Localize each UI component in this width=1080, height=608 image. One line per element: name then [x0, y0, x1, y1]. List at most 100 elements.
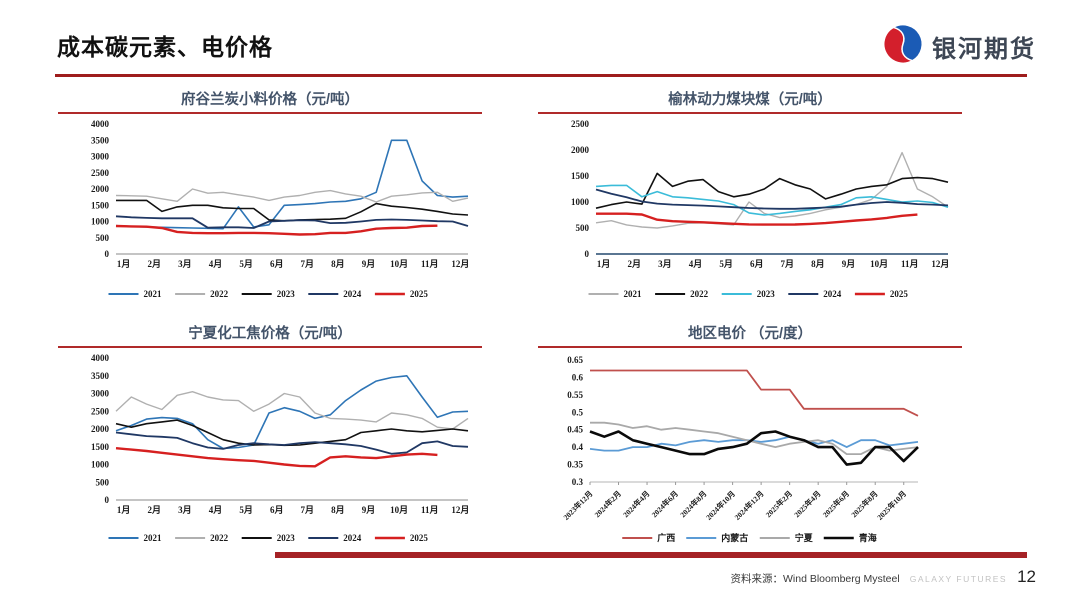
svg-text:3500: 3500: [91, 135, 110, 145]
svg-text:6月: 6月: [750, 259, 764, 269]
svg-text:8月: 8月: [811, 259, 825, 269]
svg-text:青海: 青海: [859, 532, 877, 543]
svg-text:5月: 5月: [719, 259, 733, 269]
svg-text:1500: 1500: [571, 171, 590, 181]
svg-text:2500: 2500: [571, 119, 590, 129]
galaxy-swirl-icon: [881, 22, 925, 71]
brand-watermark: GALAXY FUTURES: [909, 574, 1008, 584]
chart-panel-yulin-coal: 榆林动力煤块煤（元/吨） 0 500 1000 1500 2000 2500 1月 2月 3月 4…: [538, 88, 962, 302]
svg-text:0.4: 0.4: [572, 442, 584, 452]
svg-text:2023: 2023: [757, 289, 776, 299]
svg-text:2024年2月: 2024年2月: [592, 488, 623, 519]
svg-text:2024年4月: 2024年4月: [621, 488, 652, 519]
chart-title-ningxia: 宁夏化工焦价格（元/吨）: [58, 322, 482, 348]
svg-text:2025: 2025: [410, 533, 429, 543]
svg-text:0.35: 0.35: [567, 460, 583, 470]
title-underline-rule: [55, 74, 1027, 77]
svg-text:6月: 6月: [270, 259, 284, 269]
svg-text:2021: 2021: [144, 289, 163, 299]
svg-text:9月: 9月: [362, 259, 376, 269]
svg-text:0: 0: [105, 495, 110, 505]
svg-text:1500: 1500: [91, 200, 110, 210]
svg-text:内蒙古: 内蒙古: [721, 532, 748, 543]
svg-text:1000: 1000: [91, 217, 110, 227]
svg-text:10月: 10月: [390, 505, 408, 515]
chart-panel-regional-electricity: 地区电价 （元/度） 0.3 0.35 0.4 0.45 0.5 0.55 0.6 0.65 2…: [538, 322, 962, 546]
bottom-accent-bar: [275, 552, 1027, 558]
svg-text:0.55: 0.55: [567, 390, 583, 400]
svg-text:2025: 2025: [890, 289, 909, 299]
svg-text:500: 500: [96, 477, 110, 487]
svg-text:2月: 2月: [148, 505, 162, 515]
data-source-label: 资料来源：Wind Bloomberg Mysteel: [730, 573, 900, 585]
svg-text:11月: 11月: [901, 259, 919, 269]
svg-text:4月: 4月: [689, 259, 703, 269]
svg-text:10月: 10月: [390, 259, 408, 269]
fugu-lantan-price-chart: 0 500 1000 1500 2000 2500 3000 3500 4000 1月 2月 3月 4月…: [91, 119, 469, 299]
svg-text:2000: 2000: [571, 145, 590, 155]
svg-text:0: 0: [585, 249, 590, 259]
svg-text:2024: 2024: [343, 289, 362, 299]
svg-text:7月: 7月: [301, 505, 315, 515]
svg-text:2024: 2024: [823, 289, 842, 299]
svg-text:2025年10月: 2025年10月: [875, 488, 909, 522]
svg-text:2023: 2023: [277, 289, 296, 299]
svg-text:2025年4月: 2025年4月: [792, 488, 823, 519]
svg-text:2021: 2021: [624, 289, 643, 299]
svg-text:2月: 2月: [628, 259, 642, 269]
svg-text:11月: 11月: [421, 259, 439, 269]
svg-text:2023: 2023: [277, 533, 296, 543]
svg-text:500: 500: [96, 233, 110, 243]
svg-text:5月: 5月: [239, 259, 253, 269]
svg-text:2000: 2000: [91, 184, 110, 194]
svg-text:4000: 4000: [91, 119, 110, 129]
svg-text:1000: 1000: [91, 460, 110, 470]
footer: 资料来源：Wind Bloomberg Mysteel GALAXY FUTUR…: [730, 567, 1036, 587]
chart-title-electricity: 地区电价 （元/度）: [538, 322, 962, 348]
svg-text:3000: 3000: [91, 389, 110, 399]
svg-text:3月: 3月: [178, 505, 192, 515]
svg-text:1500: 1500: [91, 442, 110, 452]
svg-text:12月: 12月: [451, 505, 469, 515]
chart-panel-ningxia-coke: 宁夏化工焦价格（元/吨） 0 500 1000 1500 2000 2500 3000 350…: [58, 322, 482, 546]
svg-text:2025年2月: 2025年2月: [763, 488, 794, 519]
svg-text:2025年6月: 2025年6月: [820, 488, 851, 519]
svg-text:2022: 2022: [210, 289, 229, 299]
svg-text:宁夏: 宁夏: [795, 532, 814, 543]
svg-text:3月: 3月: [658, 259, 672, 269]
svg-text:12月: 12月: [931, 259, 949, 269]
svg-text:2021: 2021: [144, 533, 163, 543]
svg-text:4000: 4000: [91, 353, 110, 363]
svg-text:1月: 1月: [597, 259, 611, 269]
svg-text:8月: 8月: [331, 259, 345, 269]
logo-text: 银河期货: [932, 36, 1036, 63]
svg-text:0.3: 0.3: [572, 477, 584, 487]
page-number: 12: [1017, 567, 1036, 586]
svg-text:4月: 4月: [209, 259, 223, 269]
ningxia-coke-price-chart: 0 500 1000 1500 2000 2500 3000 3500 4000 1月 2月 3月 4月…: [91, 353, 469, 543]
chart-title-fugu: 府谷兰炭小料价格（元/吨）: [58, 88, 482, 114]
svg-text:广西: 广西: [657, 532, 675, 543]
svg-text:2023年12月: 2023年12月: [561, 488, 595, 522]
svg-text:9月: 9月: [842, 259, 856, 269]
svg-text:2022: 2022: [210, 533, 229, 543]
regional-electricity-price-chart: 0.30.350.40.450.50.550.60.652023年12月2024…: [561, 355, 919, 543]
svg-text:10月: 10月: [870, 259, 888, 269]
svg-text:3000: 3000: [91, 152, 110, 162]
yulin-coal-price-chart: 0 500 1000 1500 2000 2500 1月 2月 3月 4月 5月 6月 7月 8月 9月 10…: [571, 119, 949, 299]
svg-text:2025: 2025: [410, 289, 429, 299]
chart-title-yulin: 榆林动力煤块煤（元/吨）: [538, 88, 962, 114]
svg-text:9月: 9月: [362, 505, 376, 515]
svg-text:2022: 2022: [690, 289, 709, 299]
svg-text:2024: 2024: [343, 533, 362, 543]
svg-text:4月: 4月: [209, 505, 223, 515]
svg-text:5月: 5月: [239, 505, 253, 515]
svg-text:1000: 1000: [571, 197, 590, 207]
svg-text:0: 0: [105, 249, 110, 259]
svg-text:7月: 7月: [781, 259, 795, 269]
svg-text:12月: 12月: [451, 259, 469, 269]
svg-text:8月: 8月: [331, 505, 345, 515]
chart-panel-fugu-lantan: 府谷兰炭小料价格（元/吨） 0 500 1000 1500 2000 2500 3000 35…: [58, 88, 482, 302]
svg-text:1月: 1月: [117, 505, 131, 515]
